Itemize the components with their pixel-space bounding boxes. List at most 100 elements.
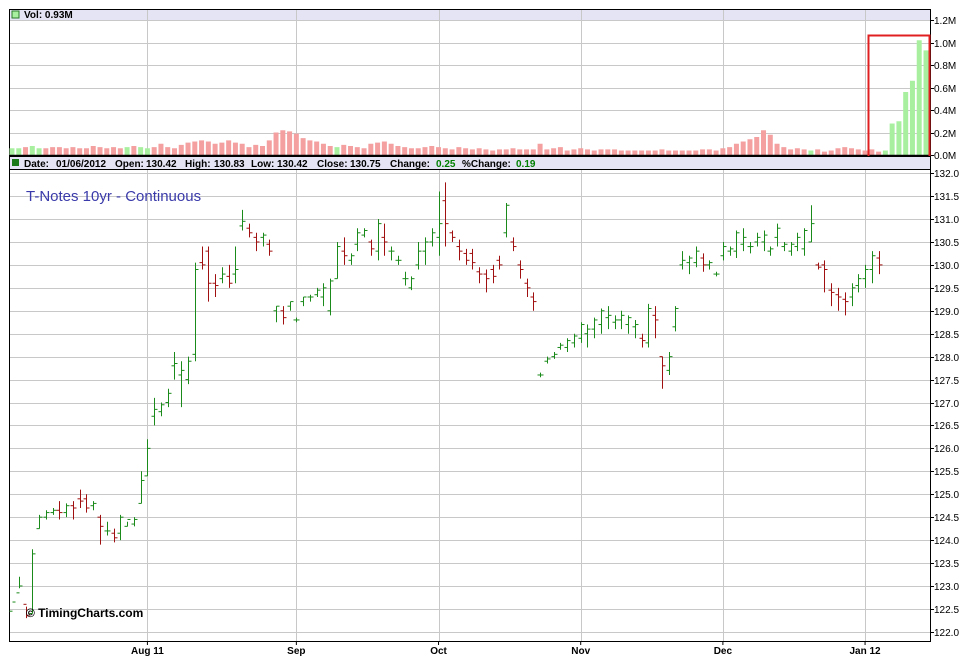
high-value: 130.83	[214, 159, 245, 170]
ohlc-bar	[260, 232, 267, 247]
volume-bar	[700, 149, 706, 155]
volume-panel-frame	[9, 9, 931, 156]
info-bar-swatch	[12, 159, 19, 166]
volume-bar	[341, 144, 347, 155]
volume-bar	[395, 146, 401, 155]
volume-bar	[672, 150, 678, 155]
volume-bar	[144, 148, 150, 155]
ohlc-bar	[686, 255, 693, 275]
volume-bar	[178, 144, 184, 155]
volume-bar	[16, 148, 22, 155]
ohlc-bar	[476, 267, 483, 284]
ohlc-bar	[490, 264, 497, 284]
volume-bar	[415, 148, 421, 155]
price-tick-label: 125.0	[934, 490, 959, 501]
ohlc-bar	[855, 274, 862, 293]
price-panel-frame	[9, 169, 931, 642]
price-tick-label: 126.0	[934, 444, 959, 455]
x-tick-label: Dec	[714, 646, 733, 657]
ohlc-bar	[280, 306, 287, 325]
ohlc-bar	[679, 251, 686, 270]
ohlc-bar	[402, 271, 409, 286]
volume-bar	[625, 150, 631, 155]
volume-bar	[226, 140, 232, 155]
volume-bar	[253, 144, 259, 155]
volume-bar	[862, 150, 868, 155]
ohlc-bar	[70, 501, 77, 520]
ohlc-bar	[341, 237, 348, 265]
ohlc-bar	[415, 241, 422, 270]
ohlc-bar	[733, 230, 740, 259]
volume-bar	[788, 149, 794, 155]
volume-bar	[361, 148, 367, 155]
high-label: High:	[185, 159, 211, 170]
volume-bar	[909, 80, 915, 155]
volume-bar	[923, 50, 929, 155]
low-value: 130.42	[277, 159, 308, 170]
ohlc-bar	[219, 267, 226, 284]
volume-bar	[43, 148, 49, 155]
ohlc-bar	[693, 246, 700, 268]
volume-bar	[36, 148, 42, 155]
price-tick-label: 131.5	[934, 192, 959, 203]
volume-bar	[842, 147, 848, 155]
volume-tick-label: 0.2M	[934, 129, 956, 140]
date-label: Date:	[24, 159, 49, 170]
ohlc-bar	[835, 287, 842, 311]
volume-bar	[327, 146, 333, 155]
x-tick-label: Sep	[287, 646, 305, 657]
ohlc-bar	[63, 503, 70, 518]
ohlc-bar	[578, 322, 585, 343]
volume-bar	[205, 141, 211, 155]
close-value: 130.75	[350, 159, 381, 170]
volume-bar	[320, 143, 326, 155]
ohlc-bar	[483, 269, 490, 293]
volume-bar	[273, 132, 279, 155]
volume-bar	[754, 137, 760, 155]
ohlc-bar	[83, 494, 90, 513]
price-axis: 132.0 131.5 131.0 130.5 130.0 129.5 129.0 128.5…	[930, 169, 959, 639]
volume-legend-swatch	[11, 10, 20, 19]
volume-bar	[618, 150, 624, 155]
ohlc-bar	[876, 251, 883, 275]
volume-bar	[876, 151, 882, 155]
ohlc-bar	[104, 521, 111, 536]
volume-bar	[706, 149, 712, 155]
volume-bar	[578, 148, 584, 155]
volume-tick-label: 0.6M	[934, 84, 956, 95]
volume-bar	[476, 148, 482, 155]
volume-bar	[260, 146, 266, 155]
ohlc-bar	[612, 315, 619, 330]
ohlc-bar	[16, 576, 23, 594]
volume-bar	[293, 133, 299, 155]
ohlc-bar	[327, 278, 334, 316]
ohlc-bar	[266, 239, 273, 256]
ohlc-bar	[422, 237, 429, 265]
volume-tick-label: 0.4M	[934, 106, 956, 117]
ohlc-bar	[117, 514, 124, 541]
volume-bar	[855, 149, 861, 155]
volume-bar	[124, 147, 130, 155]
volume-bar	[70, 147, 76, 155]
ohlc-bar	[436, 191, 443, 256]
volume-bar	[659, 149, 665, 155]
price-tick-label: 128.0	[934, 353, 959, 364]
copyright: © TimingCharts.com	[26, 606, 143, 620]
ohlc-bar	[557, 342, 564, 350]
volume-bar	[496, 149, 502, 155]
ohlc-bar	[239, 209, 246, 231]
ohlc-bar	[524, 278, 531, 298]
ohlc-bar	[185, 356, 192, 385]
info-bar: Date: 01/06/2012 Open: 130.42 High: 130.…	[9, 156, 931, 170]
volume-bar	[348, 146, 354, 155]
ohlc-bar	[618, 310, 625, 330]
pct-change-label: %Change:	[462, 159, 511, 170]
volume-bar	[571, 149, 577, 155]
volume-bar	[199, 140, 205, 155]
volume-bar	[537, 143, 543, 155]
volume-bar	[598, 149, 604, 155]
ohlc-bar	[774, 223, 781, 247]
ohlc-bar	[381, 223, 388, 256]
ohlc-bar	[571, 333, 578, 348]
ohlc-bar	[632, 319, 639, 339]
